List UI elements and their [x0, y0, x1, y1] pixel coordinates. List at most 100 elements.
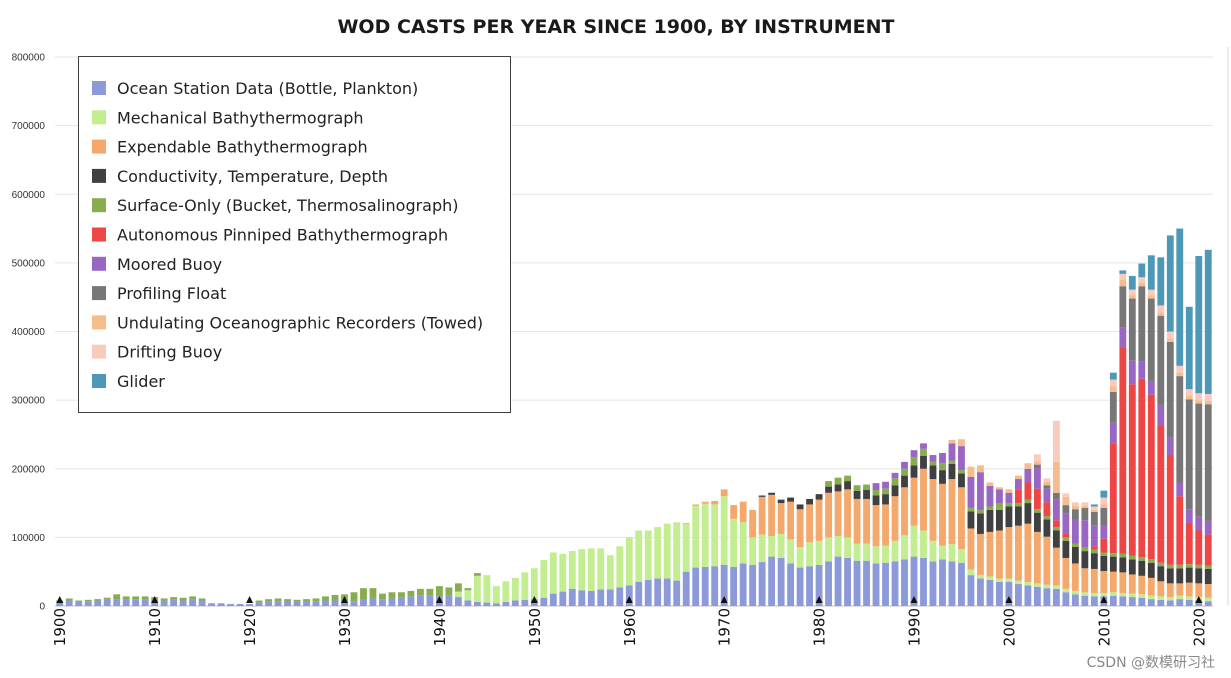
- bar-segment: [777, 557, 785, 606]
- bar-segment: [920, 468, 927, 531]
- bar-segment: [1015, 475, 1022, 480]
- bar-segment: [1128, 555, 1136, 560]
- bar-segment: [360, 599, 367, 606]
- bar-segment: [293, 599, 301, 602]
- bar-segment: [1024, 523, 1032, 582]
- bar-segment: [806, 566, 814, 606]
- bar-segment: [360, 588, 367, 600]
- bar-segment: [303, 601, 310, 606]
- bar-segment: [796, 567, 804, 606]
- bar-segment: [521, 599, 529, 606]
- bar-segment: [977, 509, 984, 514]
- bar-segment: [625, 585, 633, 606]
- x-tick-label: 2020: [1190, 608, 1208, 646]
- bar-segment: [787, 563, 795, 606]
- watermark: CSDN @数模研习社: [1087, 655, 1215, 671]
- bar-segment: [768, 492, 776, 495]
- bar-segment: [1024, 581, 1032, 586]
- bar-segment: [796, 546, 804, 568]
- bar-segment: [920, 455, 927, 469]
- bar-segment: [1109, 443, 1117, 554]
- bar-segment: [977, 575, 984, 579]
- bar-segment: [1147, 380, 1155, 395]
- bar-segment: [806, 498, 814, 505]
- bar-segment: [939, 452, 946, 464]
- bar-segment: [1157, 315, 1165, 405]
- bar-segment: [1128, 289, 1136, 296]
- bar-segment: [1033, 509, 1041, 513]
- bar-segment: [511, 600, 519, 606]
- bar-segment: [1119, 273, 1127, 280]
- bar-segment: [682, 571, 690, 606]
- legend-swatch: [92, 315, 106, 330]
- bar-segment: [274, 601, 282, 606]
- bar-segment: [720, 496, 728, 565]
- bar-segment: [844, 481, 851, 490]
- bar-segment: [1024, 503, 1032, 524]
- bar-segment: [977, 578, 984, 606]
- bar-segment: [1033, 461, 1041, 465]
- bar-segment: [388, 592, 396, 599]
- bar-segment: [1119, 596, 1127, 606]
- bar-segment: [1005, 527, 1013, 579]
- bar-segment: [1157, 562, 1165, 567]
- bar-segment: [1052, 499, 1060, 521]
- bar-segment: [1128, 574, 1136, 594]
- bar-segment: [1128, 360, 1136, 385]
- bar-segment: [331, 600, 339, 606]
- bar-segment: [284, 599, 291, 602]
- bar-segment: [1081, 568, 1089, 593]
- bar-segment: [1138, 597, 1146, 606]
- bar-segment: [901, 461, 908, 469]
- bar-segment: [1109, 595, 1117, 606]
- bar-segment: [1043, 584, 1051, 589]
- bar-segment: [1204, 404, 1212, 521]
- bar-segment: [891, 472, 899, 479]
- bar-segment: [920, 557, 927, 606]
- bar-segment: [1081, 520, 1089, 548]
- bar-segment: [549, 552, 557, 594]
- bar-segment: [1195, 400, 1203, 404]
- bar-segment: [1176, 568, 1184, 584]
- bar-segment: [1090, 549, 1098, 554]
- bar-segment: [1185, 306, 1193, 390]
- bar-segment: [1119, 270, 1127, 274]
- bar-segment: [132, 599, 140, 606]
- bar-segment: [189, 599, 197, 606]
- bar-segment: [1204, 584, 1212, 598]
- bar-segment: [758, 562, 766, 606]
- bar-segment: [1024, 468, 1032, 483]
- bar-segment: [1109, 553, 1117, 557]
- x-tick-marker: [815, 596, 823, 603]
- bar-segment: [1052, 527, 1060, 531]
- bar-segment: [1109, 379, 1117, 387]
- bar-segment: [464, 600, 472, 606]
- bar-segment: [901, 559, 908, 606]
- bar-segment: [94, 600, 102, 606]
- bar-segment: [986, 506, 994, 510]
- bars: [56, 228, 1212, 606]
- bar-segment: [1185, 596, 1193, 600]
- y-tick-label: 400000: [12, 327, 46, 338]
- bar-segment: [920, 530, 927, 558]
- bar-segment: [777, 499, 785, 504]
- bar-segment: [1033, 468, 1041, 489]
- bar-segment: [1119, 279, 1127, 287]
- bar-segment: [986, 576, 994, 580]
- bar-segment: [274, 598, 282, 602]
- bar-segment: [977, 533, 984, 576]
- bar-segment: [132, 596, 140, 600]
- bar-segment: [1005, 578, 1013, 582]
- bar-segment: [1166, 437, 1174, 456]
- bar-segment: [1062, 493, 1070, 497]
- bar-segment: [758, 534, 766, 563]
- x-tick-marker: [720, 596, 728, 603]
- bar-segment: [834, 484, 842, 492]
- bar-segment: [644, 530, 652, 580]
- bar-segment: [739, 522, 747, 564]
- bar-segment: [1128, 593, 1136, 598]
- bar-segment: [1043, 488, 1051, 503]
- x-tick-label: 2010: [1095, 608, 1113, 646]
- bar-segment: [1043, 502, 1051, 517]
